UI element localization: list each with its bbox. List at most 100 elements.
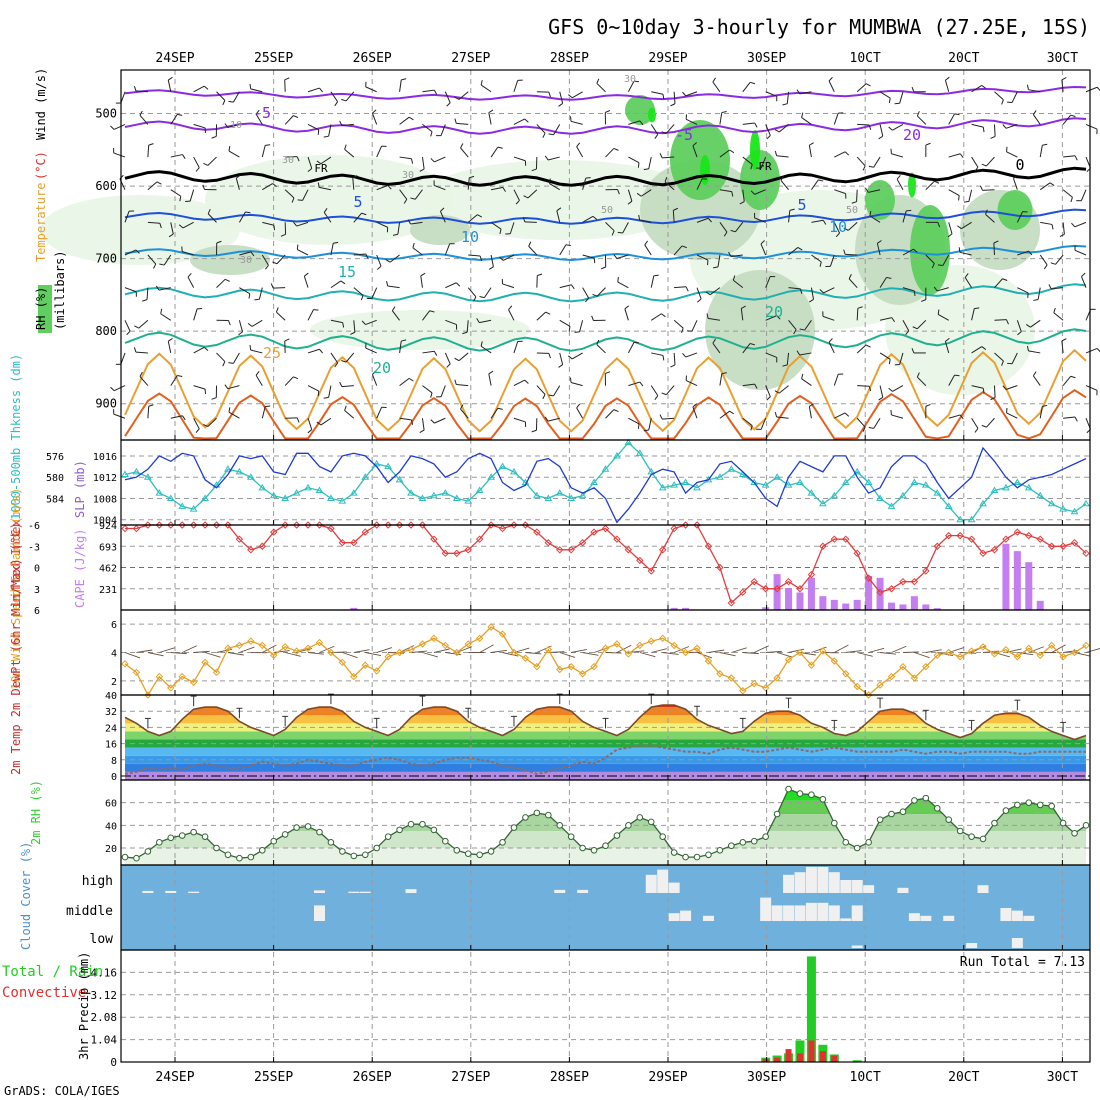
- rh2m-point: [865, 839, 872, 846]
- wind-barb-flag: [317, 182, 320, 188]
- wind-barb: [833, 374, 839, 386]
- wind-barb-flag: [352, 175, 358, 179]
- wind-barb: [685, 91, 698, 97]
- wind-barb-flag: [877, 240, 882, 244]
- wind-barb: [421, 156, 425, 170]
- thickness-point: [590, 478, 598, 485]
- wind10-barb: [914, 652, 930, 659]
- rh2m-point: [544, 811, 552, 819]
- wind-barb: [801, 378, 812, 386]
- wind-barb-flag: [344, 405, 347, 411]
- rh2m-point: [373, 844, 380, 852]
- wind-barb-flag: [273, 225, 276, 231]
- wind-barb: [182, 221, 194, 229]
- wind-barb-flag: [323, 135, 329, 138]
- wind-barb-flag: [385, 259, 391, 263]
- wind-barb: [740, 308, 744, 321]
- wind-barb: [828, 80, 835, 92]
- wind-barb: [330, 243, 334, 256]
- cape-bar: [785, 587, 793, 610]
- rh2m-point: [453, 846, 461, 854]
- wind-barb: [916, 115, 927, 125]
- precip-convective-bar: [785, 1049, 792, 1062]
- wind-barb: [993, 242, 995, 256]
- wind-barb: [513, 417, 526, 423]
- lifted-index-point: [132, 524, 141, 533]
- x-tick-label-top: 27SEP: [451, 51, 490, 66]
- wind-barb: [628, 156, 640, 164]
- wind-barb-flag: [168, 233, 174, 238]
- rh2m-point: [625, 822, 632, 829]
- wind-barb: [328, 385, 332, 398]
- wind-barb-flag: [317, 390, 320, 397]
- wind-barb-flag: [661, 131, 667, 134]
- wind10-barb: [857, 652, 873, 657]
- cape-tick-label: 693: [99, 542, 117, 553]
- wind10-barb: [662, 652, 679, 655]
- wind-barb-flag: [110, 125, 115, 130]
- wind-barb-flag: [878, 135, 884, 140]
- wind-barb: [1055, 254, 1064, 265]
- rh2m-point: [693, 853, 701, 861]
- wind-barb: [971, 308, 975, 321]
- wind-barb: [648, 418, 652, 431]
- wind-barb-flag: [596, 78, 600, 84]
- wind-barb-flag: [361, 320, 366, 325]
- wind-barb: [467, 214, 478, 223]
- ylabel-temperature-unit: (°C): [34, 151, 48, 180]
- wind-barb-flag: [386, 280, 389, 287]
- cape-bar: [819, 596, 827, 610]
- lifted-index-point: [864, 574, 873, 582]
- wind-barb: [228, 411, 240, 419]
- lifted-index-point: [475, 535, 484, 543]
- wind10-point: [258, 641, 266, 650]
- wind-barb: [765, 124, 771, 136]
- wind-barb-flag: [692, 142, 698, 147]
- wind-barb-flag: [275, 307, 279, 313]
- wind-barb: [410, 221, 423, 225]
- wind-barb: [490, 186, 503, 191]
- wind-barb-flag: [139, 110, 143, 116]
- cloud-high-bar: [840, 880, 852, 893]
- wind-barb: [488, 373, 492, 386]
- wind-barb-flag: [296, 244, 299, 250]
- wind-barb-flag: [957, 225, 962, 230]
- wind-barb-flag: [133, 86, 137, 92]
- lifted-index-point: [441, 549, 450, 558]
- wind-barb: [754, 217, 766, 223]
- wind-barb: [255, 375, 263, 386]
- cloud-high-bar: [863, 885, 875, 893]
- wind-barb-flag: [488, 370, 494, 375]
- wind-barb: [582, 215, 594, 223]
- wind-barb-flag: [728, 251, 732, 257]
- cloud-middle-bar: [702, 915, 714, 921]
- wind-barb-flag: [605, 110, 611, 113]
- temp-color-band: [125, 747, 1086, 756]
- wind-barb: [276, 311, 286, 321]
- wind-barb-flag: [782, 103, 788, 106]
- wind-barb: [460, 147, 469, 158]
- wind-barb-flag: [819, 289, 824, 294]
- rh-shading: [648, 107, 656, 123]
- thickness-point: [1059, 505, 1068, 512]
- wind-barb-flag: [319, 87, 324, 93]
- wind-barb: [576, 407, 584, 419]
- wind-barb-flag: [617, 231, 623, 234]
- rh2m-point: [613, 832, 621, 839]
- wind-barb-flag: [1070, 375, 1076, 379]
- thickness-point: [784, 481, 793, 488]
- wind-barb-flag: [202, 184, 205, 190]
- wind-barb-flag: [316, 421, 322, 426]
- wind-barb-flag: [462, 331, 468, 335]
- wind-barb-flag: [673, 207, 679, 211]
- wind-barb: [250, 349, 263, 354]
- rh-legend-swatch: [38, 285, 52, 333]
- wind-barb-flag: [250, 251, 255, 257]
- wind-barb-flag: [865, 187, 869, 193]
- wind-barb: [421, 418, 425, 431]
- rh2m-point: [808, 791, 815, 799]
- wind-barb: [650, 313, 662, 321]
- wind-barb-flag: [248, 293, 251, 299]
- dewpt-line: [124, 744, 1086, 775]
- thickness-point: [201, 494, 209, 501]
